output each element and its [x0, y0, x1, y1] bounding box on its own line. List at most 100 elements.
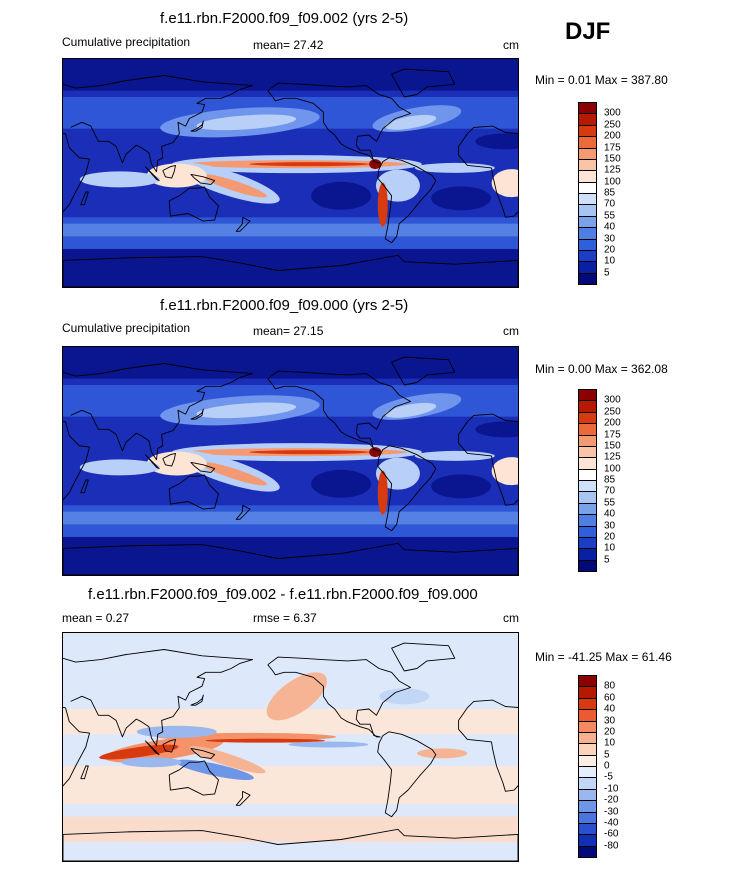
colorbar-tick-label: 250 [604, 406, 621, 418]
panel-3-map-svg [63, 633, 518, 861]
maritime-continent-rain [146, 451, 207, 476]
coast-sumatra [144, 740, 160, 756]
coast-africa [63, 707, 90, 787]
colorbar-tick-label: 150 [604, 153, 621, 165]
diff-band-subtropics-south [63, 766, 518, 804]
panel-2-title: f.e11.rbn.F2000.f09_f09.000 (yrs 2-5) [160, 297, 409, 314]
colorbar-tick-label: -80 [604, 840, 619, 852]
southeast-pacific-dry [311, 181, 372, 210]
colorbar-tick-label: 5 [604, 749, 610, 761]
season-label: DJF [565, 18, 611, 45]
coast-south-america [377, 445, 437, 532]
atlantic-positive [417, 748, 468, 759]
itcz-pacific-peak [249, 162, 370, 167]
south-atlantic-dry [431, 186, 492, 211]
north-pacific-storm-core [196, 402, 297, 419]
colorbar-tick-label: 200 [604, 417, 621, 429]
colorbar-tick-label: 55 [604, 497, 616, 509]
coast-greenland [391, 642, 456, 672]
colorbar-tick-label: 150 [604, 440, 621, 452]
colorbar-tick-label: 30 [604, 715, 616, 726]
indian-ocean-positive-core [99, 744, 179, 760]
indian-ocean-negative [121, 757, 182, 768]
precip-field [63, 59, 518, 287]
central-africa-rain [491, 457, 518, 486]
panel-2-colorbar: 300 250 200 175 150 125 100 85 70 55 40 30 20 10 5 [578, 389, 638, 572]
sahara-dry [475, 133, 518, 150]
eastern-pacific-negative [288, 741, 369, 748]
coast-new-guinea [190, 461, 216, 473]
colorbar-tick-label: -10 [604, 783, 619, 795]
colorbar-tick-label: 40 [604, 221, 616, 233]
colorbar-swatch [578, 845, 597, 858]
coast-sumatra [144, 454, 160, 470]
panel-2-units: cm [503, 324, 519, 338]
colorbar-tick-label: 175 [604, 429, 621, 440]
coast-south-america [377, 157, 437, 244]
colorbar-tick-label: 40 [604, 508, 616, 520]
coast-africa [63, 133, 90, 213]
spcz-core [200, 173, 267, 198]
coast-new-zealand [235, 504, 251, 520]
panel-1-map [62, 58, 519, 288]
colorbar-tick-label: 10 [604, 737, 616, 749]
panel-3-units: cm [503, 611, 519, 625]
coast-borneo [162, 452, 176, 467]
colorbar-tick-label: 5 [604, 554, 610, 566]
colorbar-tick-label: 200 [604, 130, 621, 142]
coast-north-america [267, 82, 412, 164]
colorbar-swatch [578, 272, 597, 285]
coast-madagascar [80, 191, 89, 206]
panel-1-minmax: Min = 0.01 Max = 387.80 [535, 73, 668, 87]
colorbar-tick-label: 70 [604, 198, 616, 210]
coast-south-america [377, 731, 437, 818]
panel-1-units: cm [503, 38, 519, 52]
colorbar-tick-label: 125 [604, 164, 621, 176]
north-atlantic-storm-core [384, 402, 437, 418]
colorbar-tick-label: 250 [604, 119, 621, 131]
itcz-pacific-peak [249, 450, 370, 455]
panel-2-mean-label: mean= 27.15 [253, 324, 324, 338]
southeast-pacific-dry [311, 469, 372, 498]
indian-ocean-rain [79, 171, 160, 188]
coast-new-guinea [190, 747, 216, 759]
southern-storm-belt [63, 223, 518, 237]
colorbar-tick-label: 85 [604, 187, 616, 199]
panel-1-map-svg [63, 59, 518, 287]
southern-storm-belt [63, 511, 518, 525]
colorbar-tick-label: 100 [604, 176, 621, 188]
coast-australia [168, 474, 219, 510]
coast-borneo [162, 164, 176, 179]
panel-3-rmse-label: rmse = 6.37 [253, 611, 317, 625]
coast-borneo [162, 738, 176, 753]
andes-orographic-rain [377, 470, 388, 515]
coast-japan [190, 408, 204, 420]
coast-japan [190, 120, 204, 132]
coast-north-america [267, 370, 412, 452]
coast-africa-wrap [458, 699, 518, 792]
coast-eurasia [63, 649, 254, 747]
panel-3-minmax: Min = -41.25 Max = 61.46 [535, 650, 672, 664]
itcz-atlantic [414, 162, 495, 173]
south-china-sea-negative [136, 725, 217, 738]
colorbar-tick-label: 30 [604, 520, 616, 531]
panel-2-minmax: Min = 0.00 Max = 362.08 [535, 362, 668, 376]
atlantic-negative [379, 688, 430, 705]
panama-rain-peak [369, 447, 382, 458]
coast-madagascar [80, 765, 89, 780]
north-atlantic-storm-core [384, 114, 437, 130]
coast-greenland [391, 356, 456, 386]
colorbar-tick-label: 20 [604, 726, 616, 738]
colorbar-tick-label: 20 [604, 244, 616, 256]
colorbar-tick-label: -30 [604, 806, 619, 817]
coast-antarctica [63, 542, 518, 575]
coast-new-zealand [235, 790, 251, 806]
panel-1-left-label: Cumulative precipitation [62, 35, 191, 49]
colorbar-tick-label: 70 [604, 485, 616, 497]
coastlines [63, 68, 518, 287]
colorbar-tick-label: 85 [604, 474, 616, 486]
colorbar-tick-label: 125 [604, 451, 621, 463]
diff-field [63, 633, 518, 861]
panel-1-colorbar: 300 250 200 175 150 125 100 85 70 55 40 30 20 10 5 [578, 102, 638, 285]
panel-3-map [62, 632, 519, 862]
